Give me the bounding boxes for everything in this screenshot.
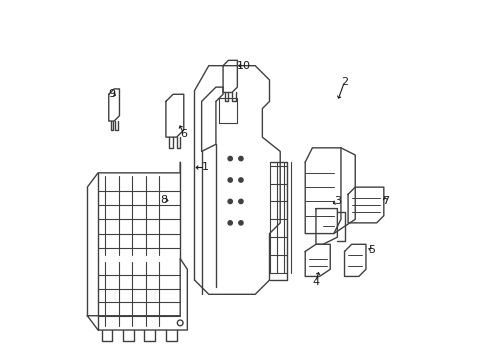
Text: 4: 4 xyxy=(312,277,319,287)
Circle shape xyxy=(238,178,243,182)
Text: 7: 7 xyxy=(381,197,388,206)
Circle shape xyxy=(227,178,232,182)
Text: 6: 6 xyxy=(180,129,187,139)
Text: 1: 1 xyxy=(201,162,208,172)
Circle shape xyxy=(227,221,232,225)
Text: 5: 5 xyxy=(367,245,374,255)
Circle shape xyxy=(238,221,243,225)
Text: 2: 2 xyxy=(340,77,347,87)
Circle shape xyxy=(227,157,232,161)
Circle shape xyxy=(238,199,243,203)
Text: 3: 3 xyxy=(333,197,340,206)
Circle shape xyxy=(238,157,243,161)
Text: 9: 9 xyxy=(108,89,115,99)
Circle shape xyxy=(227,199,232,203)
Text: 8: 8 xyxy=(160,195,167,204)
Text: 10: 10 xyxy=(236,61,250,71)
